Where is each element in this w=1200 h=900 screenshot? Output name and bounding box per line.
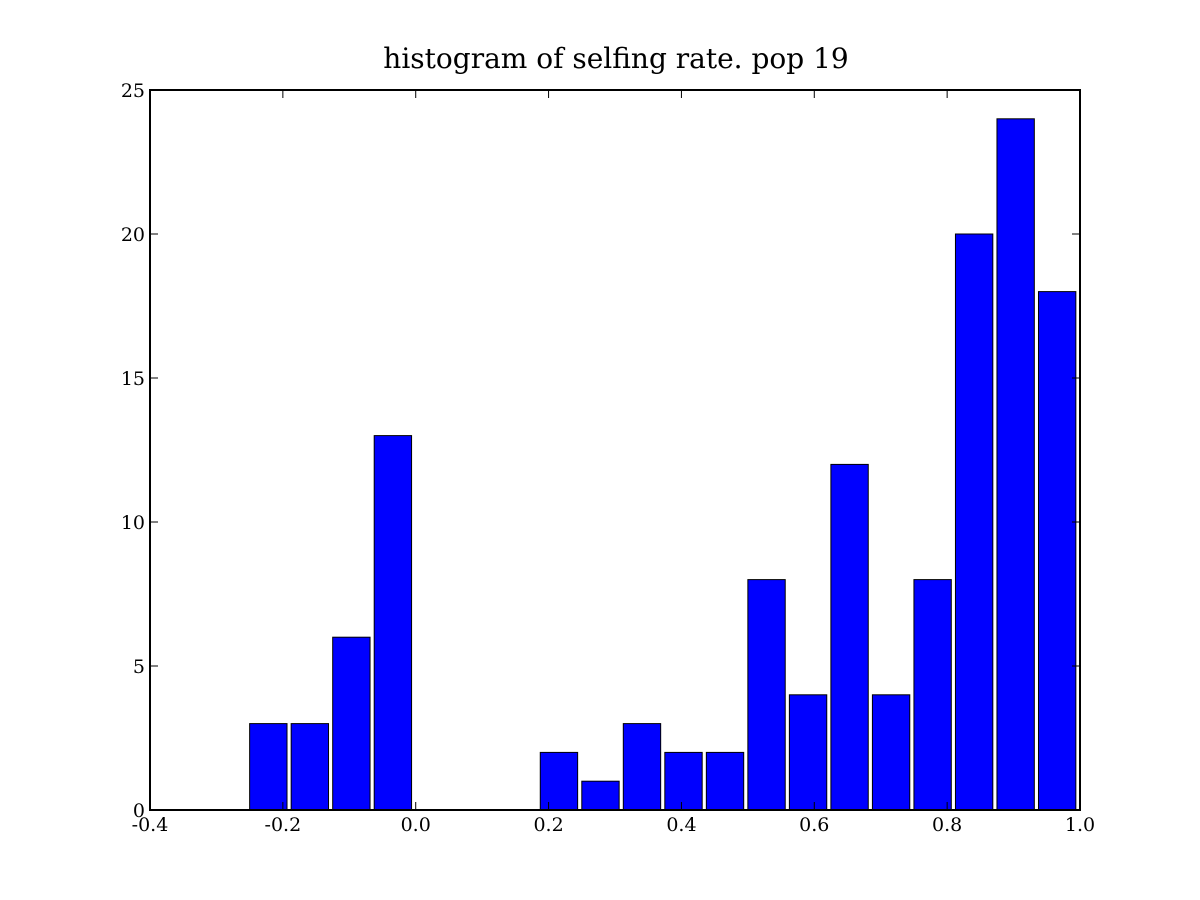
bar-0 [249,723,288,811]
bars-group [249,118,1077,811]
plot-frame [149,89,1081,811]
bar-1 [290,723,330,811]
bar-9 [622,723,662,811]
chart-title: histogram of selfing rate. pop 19 [383,42,848,75]
x-tick-label-4: 0.4 [666,814,696,836]
x-tick-label-7: 1.0 [1065,814,1095,836]
x-tick-label-5: 0.6 [799,814,829,836]
bar-16 [913,579,952,811]
bar-8 [581,780,620,811]
bar-19 [1037,291,1077,811]
y-tick-label-2: 10 [121,512,145,534]
bar-14 [830,463,869,811]
bar-7 [539,751,579,811]
x-tick-label-1: -0.2 [265,814,302,836]
x-tick-label-6: 0.8 [932,814,962,836]
bar-10 [664,751,703,811]
bar-11 [705,751,745,811]
bar-13 [788,694,828,811]
x-tick-label-0: -0.4 [132,814,169,836]
bar-12 [747,579,786,811]
y-tick-label-1: 5 [133,656,145,678]
bar-17 [954,233,994,811]
bar-15 [871,694,911,811]
y-tick-label-3: 15 [121,368,145,390]
bar-3 [373,435,413,811]
x-tick-label-3: 0.2 [533,814,563,836]
bar-2 [332,636,371,811]
x-tick-labels: -0.4 -0.2 0.0 0.2 0.4 0.6 0.8 1.0 [132,814,1095,836]
y-tick-label-0: 0 [133,800,145,822]
y-tick-label-5: 25 [121,80,145,102]
y-tick-label-4: 20 [121,224,145,246]
y-tick-labels: 0 5 10 15 20 25 [121,80,145,822]
x-tick-label-2: 0.0 [401,814,431,836]
bar-18 [996,118,1035,811]
